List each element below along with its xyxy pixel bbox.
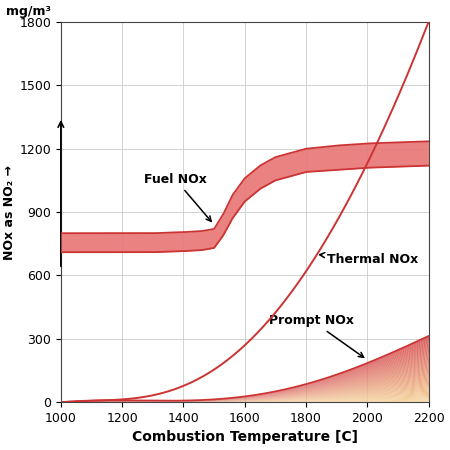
Text: mg/m³: mg/m³: [6, 5, 51, 18]
X-axis label: Combustion Temperature [C]: Combustion Temperature [C]: [132, 431, 358, 445]
Text: Thermal NOx: Thermal NOx: [320, 252, 419, 266]
Text: Fuel NOx: Fuel NOx: [144, 172, 211, 221]
Text: Prompt NOx: Prompt NOx: [269, 314, 364, 357]
Text: NOx as NO₂ →: NOx as NO₂ →: [3, 165, 16, 260]
